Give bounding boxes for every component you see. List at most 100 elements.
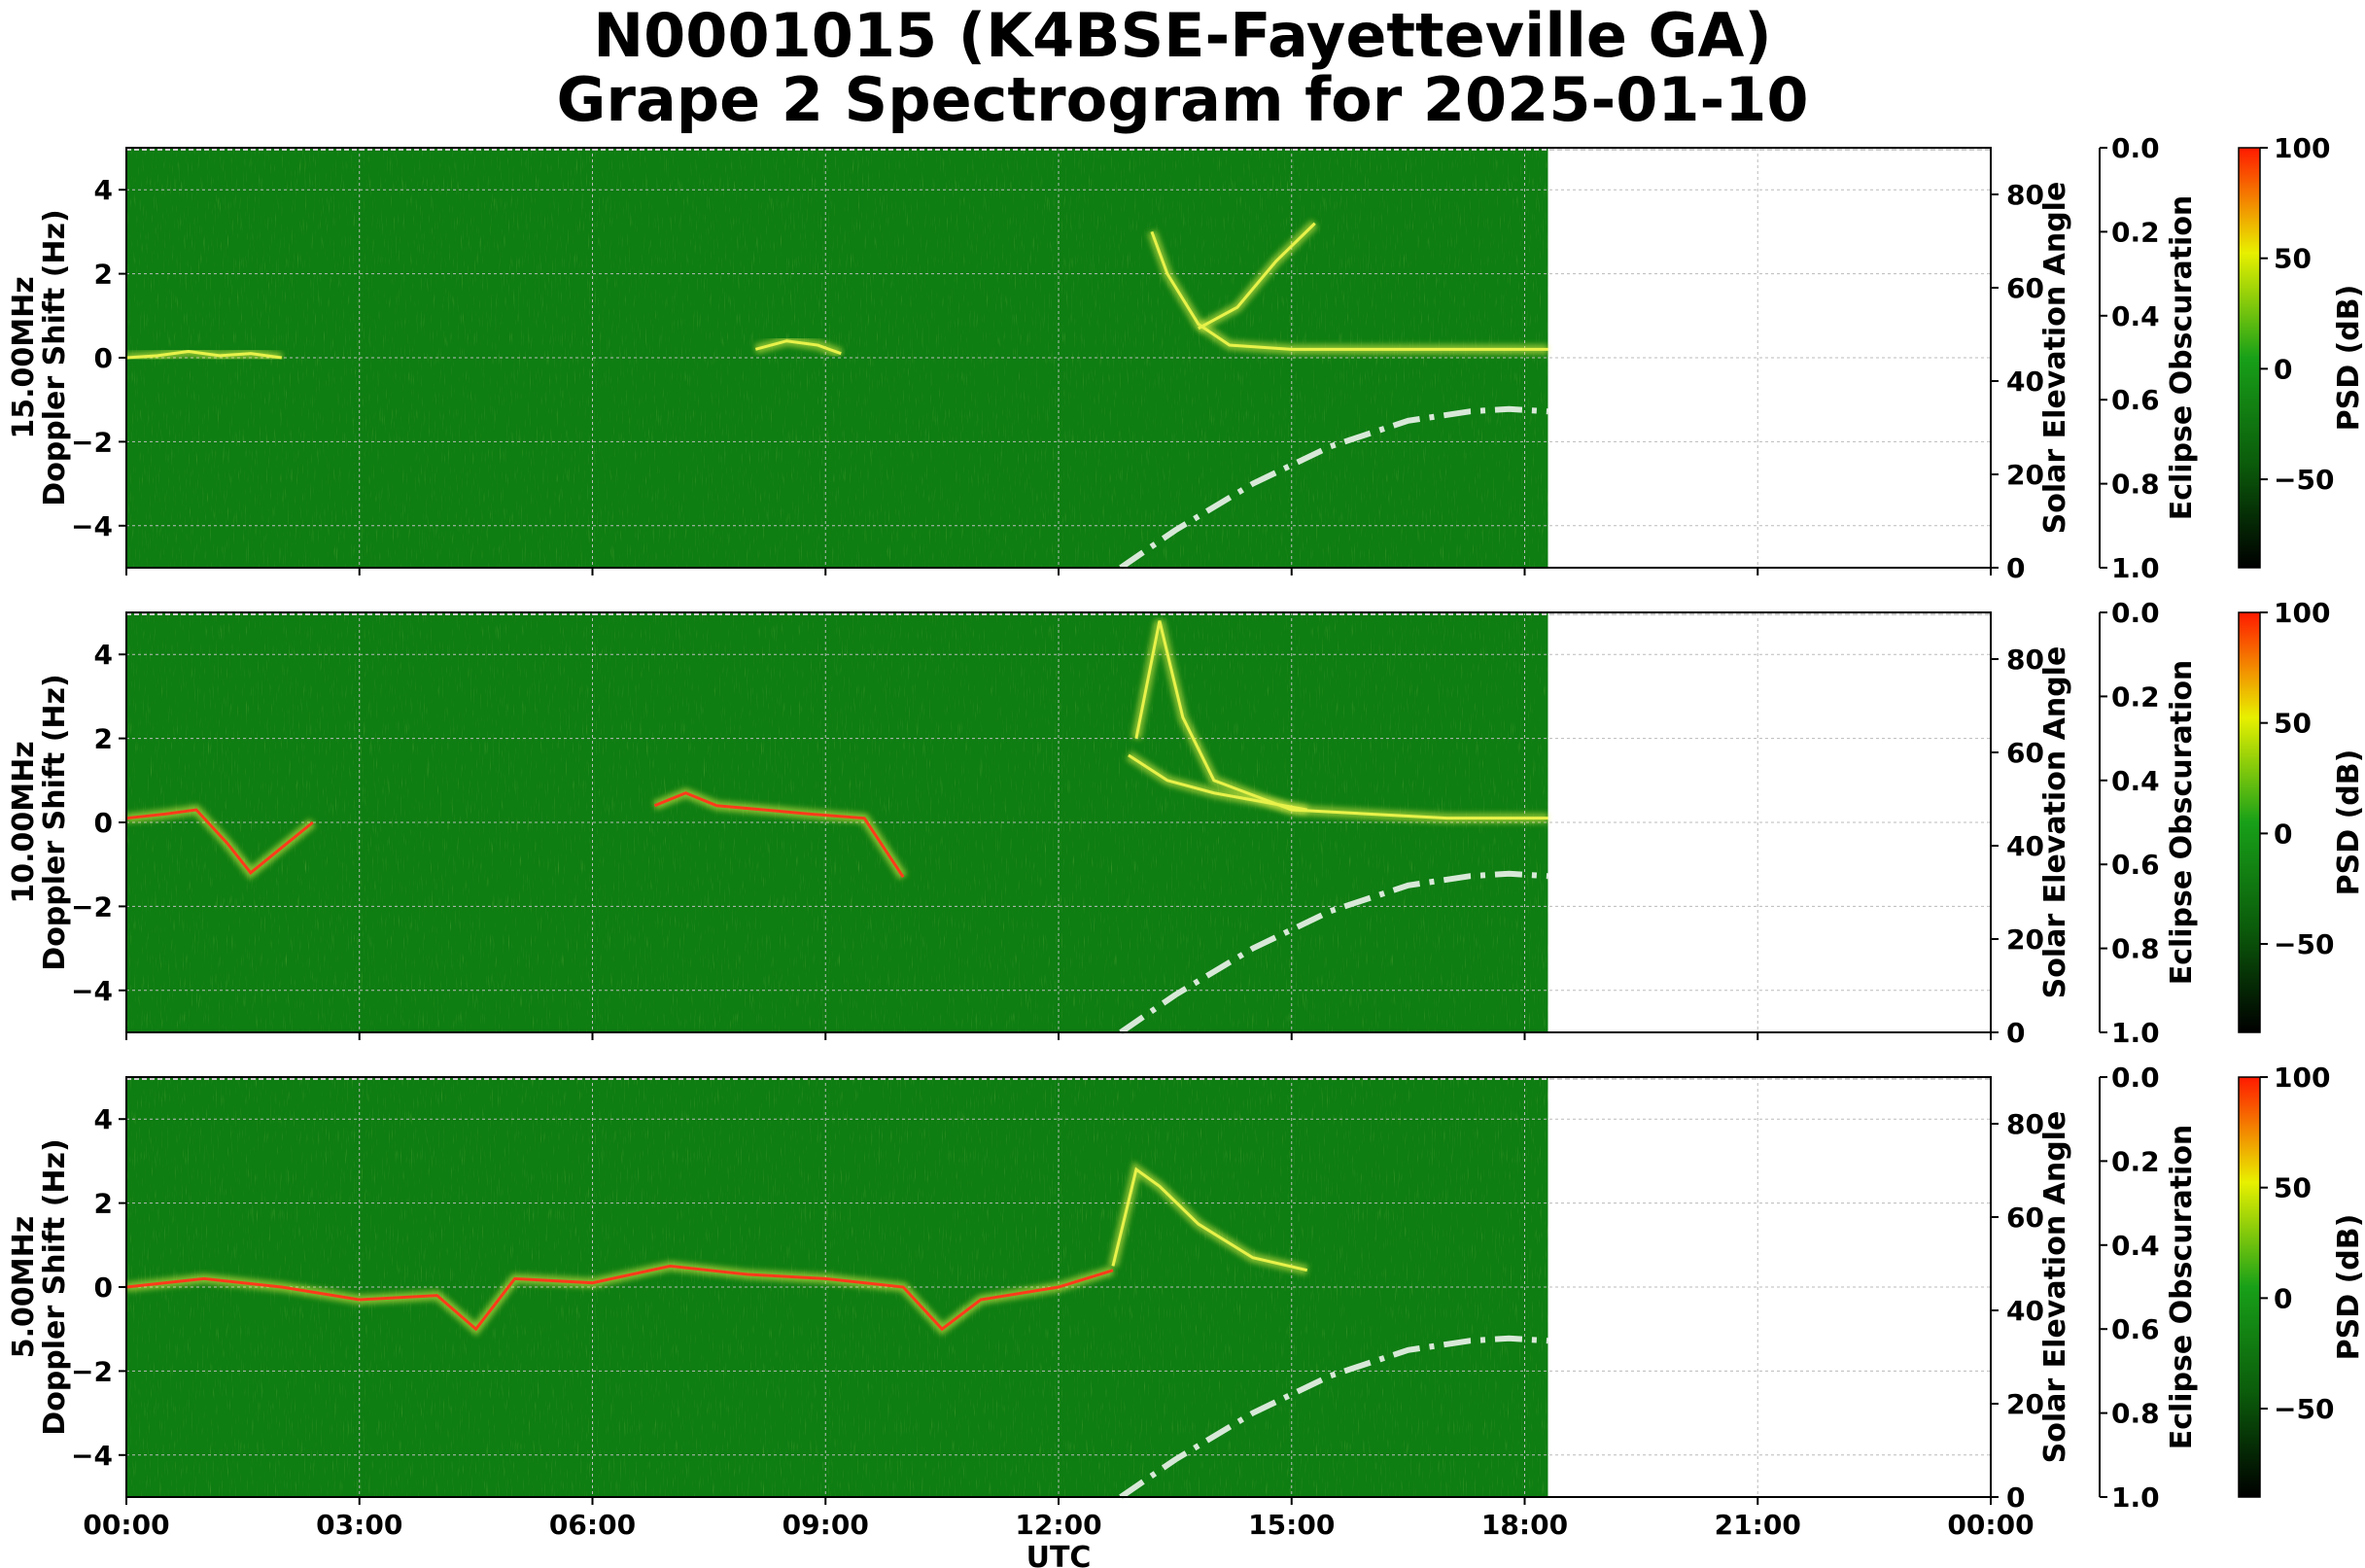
colorbar: [2238, 1076, 2261, 1498]
solar-tick-label: 60: [2006, 737, 2044, 769]
colorbar: [2238, 147, 2261, 569]
y-axis-label-frequency: 5.00MHz: [7, 1216, 41, 1358]
y-tick-label: 0: [94, 807, 113, 839]
eclipse-axis-label: Eclipse Obscuration: [2165, 195, 2199, 521]
doppler-trace: [653, 791, 905, 878]
x-tick-label: 00:00: [83, 1509, 169, 1541]
colorbar-tick-label: 0: [2274, 353, 2292, 385]
eclipse-tick-label: 0.0: [2111, 597, 2160, 629]
solar-tick-label: 20: [2006, 923, 2044, 956]
y-tick-label: −2: [71, 890, 113, 923]
colorbar-tick-label: −50: [2274, 464, 2334, 496]
solar-axis-label: Solar Elevation Angle: [2038, 1111, 2072, 1464]
x-tick-label: 06:00: [549, 1509, 636, 1541]
solar-tick-label: 60: [2006, 1202, 2044, 1234]
solar-elevation-curve: [1119, 870, 1548, 1035]
eclipse-tick-label: 1.0: [2111, 1017, 2160, 1049]
eclipse-tick-label: 0.4: [2111, 765, 2160, 797]
colorbar-label: PSD (dB): [2332, 1214, 2365, 1361]
solar-tick-label: 40: [2006, 1295, 2044, 1327]
doppler-trace: [754, 339, 842, 356]
chart-title-line1: N0001015 (K4BSE-Fayetteville GA): [593, 0, 1772, 71]
eclipse-axis-label: Eclipse Obscuration: [2165, 660, 2199, 986]
eclipse-tick-label: 0.0: [2111, 132, 2160, 164]
eclipse-tick-label: 0.0: [2111, 1062, 2160, 1094]
y-tick-label: 0: [94, 1272, 113, 1304]
eclipse-tick-label: 0.2: [2111, 1145, 2160, 1177]
colorbar-tick-label: 100: [2274, 1062, 2330, 1094]
solar-tick-label: 80: [2006, 1108, 2044, 1140]
y-tick-label: 2: [94, 259, 113, 291]
y-tick-label: −4: [71, 1440, 113, 1472]
colorbar-tick-label: −50: [2274, 928, 2334, 960]
doppler-trace: [125, 350, 283, 360]
y-tick-label: −2: [71, 1355, 113, 1387]
x-axis-label: UTC: [1026, 1541, 1092, 1568]
solar-tick-label: 40: [2006, 366, 2044, 398]
x-tick-label: 21:00: [1715, 1509, 1801, 1541]
eclipse-tick-label: 0.6: [2111, 1313, 2160, 1345]
eclipse-tick-label: 0.6: [2111, 384, 2160, 416]
colorbar-tick-label: 50: [2274, 708, 2312, 740]
solar-elevation-curve: [1119, 1335, 1548, 1500]
eclipse-tick-label: 0.4: [2111, 300, 2160, 332]
solar-tick-label: 0: [2006, 1017, 2025, 1049]
colorbar-tick-label: 50: [2274, 243, 2312, 275]
solar-elevation-curve: [1119, 405, 1548, 571]
solar-tick-label: 80: [2006, 179, 2044, 211]
colorbar-tick-label: −50: [2274, 1393, 2334, 1425]
y-tick-label: 2: [94, 1188, 113, 1220]
doppler-trace: [125, 808, 314, 875]
colorbar-tick-label: 0: [2274, 818, 2292, 850]
eclipse-tick-label: 1.0: [2111, 552, 2160, 584]
eclipse-tick-label: 0.2: [2111, 680, 2160, 713]
x-tick-label: 00:00: [1947, 1509, 2034, 1541]
solar-tick-label: 0: [2006, 552, 2025, 584]
colorbar-tick-label: 50: [2274, 1172, 2312, 1204]
y-axis-label-doppler: Doppler Shift (Hz): [38, 209, 72, 505]
eclipse-tick-label: 0.8: [2111, 933, 2160, 965]
x-tick-label: 12:00: [1015, 1509, 1101, 1541]
y-tick-label: 2: [94, 723, 113, 755]
y-axis-label-frequency: 15.00MHz: [7, 276, 41, 438]
y-axis-label-doppler: Doppler Shift (Hz): [38, 1138, 72, 1435]
doppler-trace: [125, 1264, 1114, 1332]
solar-tick-label: 0: [2006, 1481, 2025, 1514]
x-tick-label: 15:00: [1248, 1509, 1335, 1541]
y-tick-label: −4: [71, 975, 113, 1007]
doppler-trace: [1111, 1167, 1308, 1272]
x-tick-label: 03:00: [316, 1509, 402, 1541]
eclipse-tick-label: 0.2: [2111, 216, 2160, 248]
doppler-trace: [1150, 230, 1548, 351]
y-axis-label-doppler: Doppler Shift (Hz): [38, 674, 72, 970]
y-tick-label: −4: [71, 510, 113, 542]
eclipse-axis-label: Eclipse Obscuration: [2165, 1125, 2199, 1450]
colorbar-label: PSD (dB): [2332, 285, 2365, 432]
y-tick-label: −2: [71, 426, 113, 458]
eclipse-tick-label: 0.6: [2111, 849, 2160, 881]
colorbar-tick-label: 100: [2274, 132, 2330, 164]
eclipse-tick-label: 1.0: [2111, 1481, 2160, 1514]
solar-tick-label: 20: [2006, 1388, 2044, 1420]
solar-tick-label: 20: [2006, 459, 2044, 491]
solar-tick-label: 60: [2006, 272, 2044, 304]
y-tick-label: 4: [94, 1103, 113, 1135]
eclipse-tick-label: 0.4: [2111, 1230, 2160, 1262]
colorbar-tick-label: 100: [2274, 597, 2330, 629]
colorbar-tick-label: 0: [2274, 1282, 2292, 1314]
colorbar-label: PSD (dB): [2332, 749, 2365, 896]
solar-axis-label: Solar Elevation Angle: [2038, 182, 2072, 535]
solar-tick-label: 40: [2006, 830, 2044, 862]
y-tick-label: 4: [94, 639, 113, 671]
y-axis-label-frequency: 10.00MHz: [7, 741, 41, 903]
solar-axis-label: Solar Elevation Angle: [2038, 646, 2072, 999]
y-tick-label: 4: [94, 174, 113, 206]
doppler-trace: [1128, 753, 1307, 812]
y-tick-label: 0: [94, 342, 113, 374]
doppler-trace: [1198, 222, 1316, 331]
eclipse-tick-label: 0.8: [2111, 469, 2160, 501]
